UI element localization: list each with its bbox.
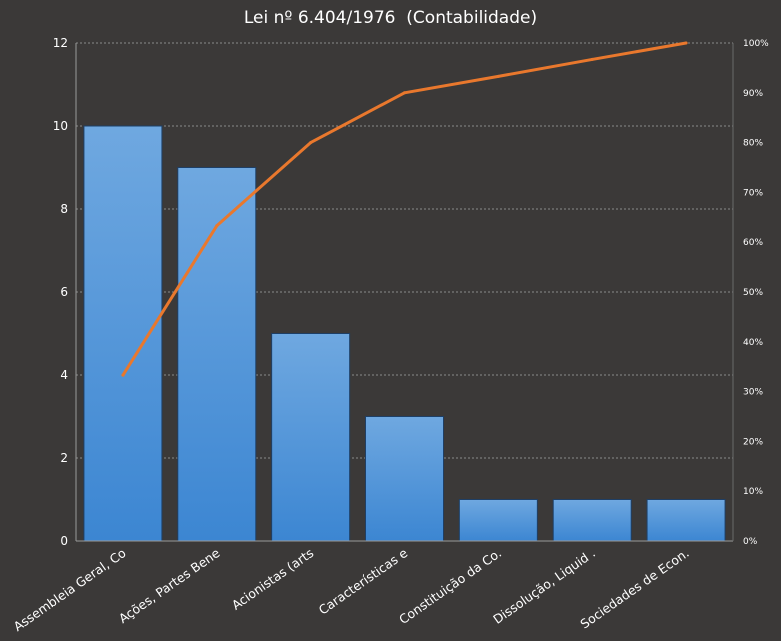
cumulative-point [121, 373, 125, 377]
y-tick-label: 2 [60, 451, 68, 465]
x-tick-label: Acionistas (arts [229, 545, 317, 613]
cumulative-point [403, 91, 406, 95]
x-tick-label: Ações, Partes Bene [116, 545, 223, 626]
y-tick-label: 12 [53, 36, 68, 50]
bar [552, 499, 632, 542]
y2-tick-label: 80% [743, 139, 763, 149]
x-tick-label: Constituição da Co. [396, 545, 504, 627]
y2-tick-label: 10% [743, 487, 763, 497]
cumulative-point [496, 74, 500, 78]
y2-tick-label: 70% [743, 188, 763, 198]
bar [177, 167, 257, 542]
cumulative-point [590, 57, 594, 61]
y2-tick-label: 60% [743, 238, 763, 248]
y2-tick-label: 30% [743, 388, 763, 398]
chart-title: Lei nº 6.404/1976 (Contabilidade) [243, 8, 538, 28]
y2-tick-label: 20% [743, 437, 763, 447]
bar [458, 499, 538, 542]
y2-tick-label: 0% [743, 537, 758, 547]
cumulative-point [309, 141, 313, 145]
y-tick-label: 10 [53, 119, 68, 133]
bars-layer [83, 125, 726, 542]
bar [365, 416, 444, 542]
y2-tick-label: 40% [743, 338, 763, 348]
bar [271, 333, 351, 542]
y-tick-label: 8 [60, 202, 68, 216]
grid-layer [76, 42, 733, 459]
bar [646, 499, 726, 542]
y2-tick-label: 50% [743, 288, 763, 298]
y-tick-label: 4 [60, 368, 68, 382]
y-tick-label: 6 [60, 285, 68, 299]
x-tick-label: Características e [316, 545, 411, 618]
y2-tick-label: 90% [743, 89, 763, 99]
line-layer [121, 41, 688, 377]
y-tick-label: 0 [60, 534, 68, 548]
x-tick-label: Assembleia Geral, Co [11, 545, 129, 634]
y2-tick-label: 100% [743, 39, 769, 49]
x-tick-label: Dissolução, Liquid . [490, 545, 598, 627]
cumulative-point [684, 41, 688, 45]
cumulative-point [215, 224, 219, 228]
